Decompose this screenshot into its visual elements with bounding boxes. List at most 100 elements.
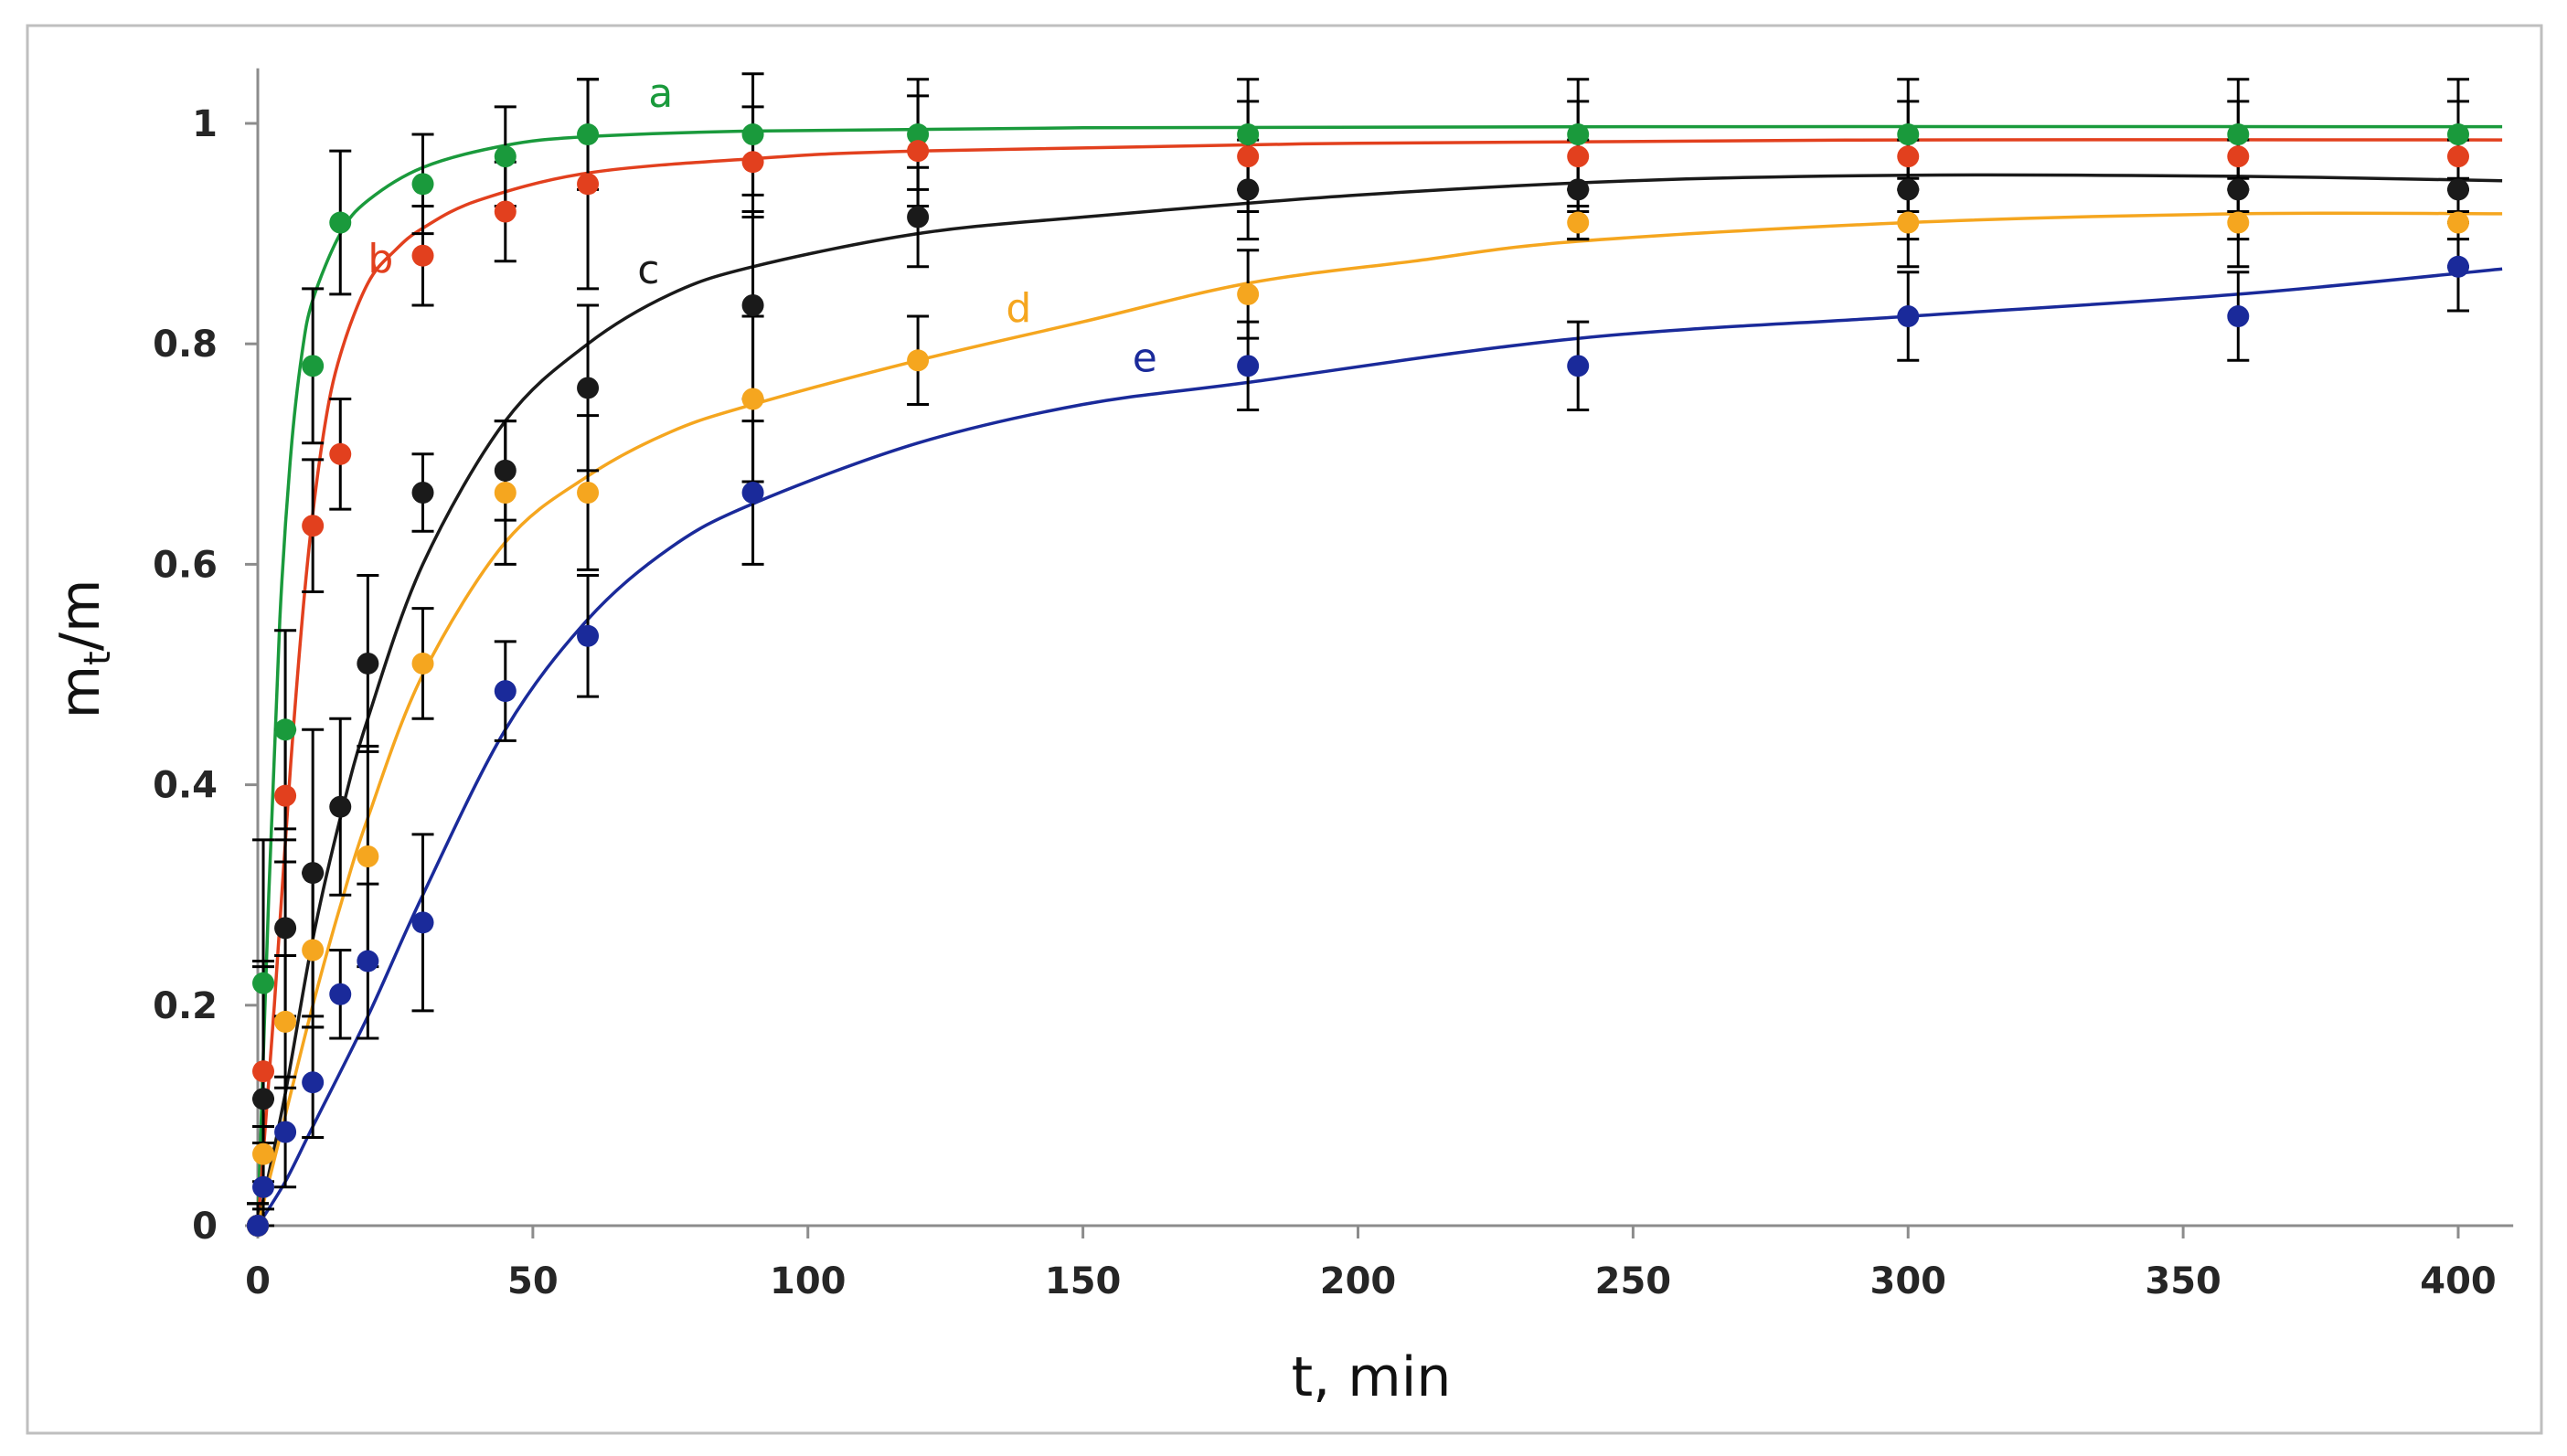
data-point-e — [302, 1071, 325, 1094]
data-point-a — [329, 211, 352, 234]
axis-ticks: 0 50 100 150 200 250 300 350 400 0 0.2 0.4 0.6 0.8 1 — [153, 103, 2497, 1302]
data-point-b — [329, 442, 352, 465]
data-point-a — [577, 123, 600, 146]
series-label-b: b — [367, 236, 393, 282]
x-tick-label: 250 — [1595, 1260, 1672, 1302]
data-point-b — [411, 244, 434, 267]
data-point-a — [1897, 123, 1920, 146]
data-point-c — [411, 482, 434, 505]
data-point-c — [907, 206, 930, 228]
x-tick-label: 200 — [1320, 1260, 1397, 1302]
y-tick-label: 1 — [192, 103, 218, 145]
data-point-e — [1237, 355, 1260, 377]
data-point-e — [577, 624, 600, 647]
data-point-c — [302, 862, 325, 885]
data-point-a — [302, 355, 325, 377]
data-point-e — [494, 680, 517, 703]
data-point-c — [741, 293, 764, 316]
y-tick-label: 0 — [192, 1206, 218, 1248]
data-point-e — [247, 1215, 269, 1237]
data-point-e — [1567, 355, 1590, 377]
chart-frame — [26, 24, 2543, 1435]
data-point-d — [411, 652, 434, 675]
data-point-e — [741, 482, 764, 505]
y-axis-title: mt/m — [48, 579, 119, 719]
fit-curve-d — [256, 211, 2503, 1227]
data-point-b — [252, 1060, 275, 1083]
data-point-b — [741, 151, 764, 174]
x-tick-label: 0 — [245, 1260, 271, 1302]
data-point-c — [1897, 178, 1920, 201]
data-point-a — [907, 123, 930, 146]
data-point-c — [274, 917, 297, 940]
data-point-c — [1237, 178, 1260, 201]
series-label-e: e — [1133, 335, 1157, 381]
data-point-d — [1567, 211, 1590, 234]
data-point-e — [411, 911, 434, 934]
data-point-e — [1897, 305, 1920, 328]
data-point-d — [357, 845, 379, 867]
data-point-e — [2447, 255, 2469, 278]
data-point-a — [1237, 123, 1260, 146]
fit-curve-a — [256, 124, 2503, 1227]
y-axis-title-main: m — [48, 665, 112, 718]
data-point-b — [1237, 145, 1260, 168]
data-point-a — [252, 972, 275, 994]
data-point-e — [329, 983, 352, 1005]
y-tick-label: 0.4 — [153, 765, 218, 807]
x-tick-label: 350 — [2145, 1260, 2221, 1302]
data-point-b — [302, 515, 325, 537]
y-tick-label: 0.6 — [153, 544, 218, 586]
data-point-b — [1567, 145, 1590, 168]
data-point-c — [2227, 178, 2250, 201]
data-point-a — [2447, 123, 2469, 146]
data-point-d — [2227, 211, 2250, 234]
data-point-b — [494, 200, 517, 223]
fit-curve-b — [256, 138, 2503, 1227]
data-point-c — [2447, 178, 2469, 201]
data-point-a — [1567, 123, 1590, 146]
x-tick-label: 50 — [507, 1260, 559, 1302]
data-point-d — [1897, 211, 1920, 234]
x-tick-label: 400 — [2420, 1260, 2497, 1302]
data-point-b — [274, 784, 297, 807]
data-point-b — [577, 173, 600, 196]
data-point-b — [907, 140, 930, 163]
y-tick-label: 0.8 — [153, 324, 218, 366]
fit-curve-e — [256, 267, 2503, 1227]
data-point-a — [741, 123, 764, 146]
series-label-c: c — [637, 247, 659, 293]
data-point-d — [2447, 211, 2469, 234]
data-point-b — [2227, 145, 2250, 168]
series-label-d: d — [1006, 285, 1031, 332]
data-point-b — [1897, 145, 1920, 168]
data-point-e — [357, 950, 379, 972]
y-axis-title-tail: /m — [48, 579, 112, 652]
series-label-a: a — [648, 70, 673, 117]
data-point-a — [411, 173, 434, 196]
data-point-d — [577, 482, 600, 505]
data-point-e — [274, 1121, 297, 1143]
data-point-a — [274, 718, 297, 741]
data-markers — [247, 123, 2469, 1237]
data-point-e — [2227, 305, 2250, 328]
data-point-d — [494, 482, 517, 505]
data-point-b — [2447, 145, 2469, 168]
data-point-a — [494, 145, 517, 168]
series-labels: a b c d e — [367, 70, 1157, 381]
data-point-c — [494, 459, 517, 482]
data-point-d — [252, 1142, 275, 1165]
y-tick-label: 0.2 — [153, 985, 218, 1027]
data-point-d — [1237, 282, 1260, 305]
y-axis-title-subscript: t — [77, 651, 119, 665]
data-point-d — [907, 349, 930, 372]
data-point-c — [252, 1088, 275, 1111]
data-point-c — [1567, 178, 1590, 201]
data-point-d — [741, 388, 764, 410]
data-point-e — [252, 1175, 275, 1198]
data-point-d — [302, 939, 325, 962]
x-axis-title: t, min — [1292, 1345, 1452, 1409]
data-point-d — [274, 1010, 297, 1033]
x-tick-label: 100 — [770, 1260, 847, 1302]
